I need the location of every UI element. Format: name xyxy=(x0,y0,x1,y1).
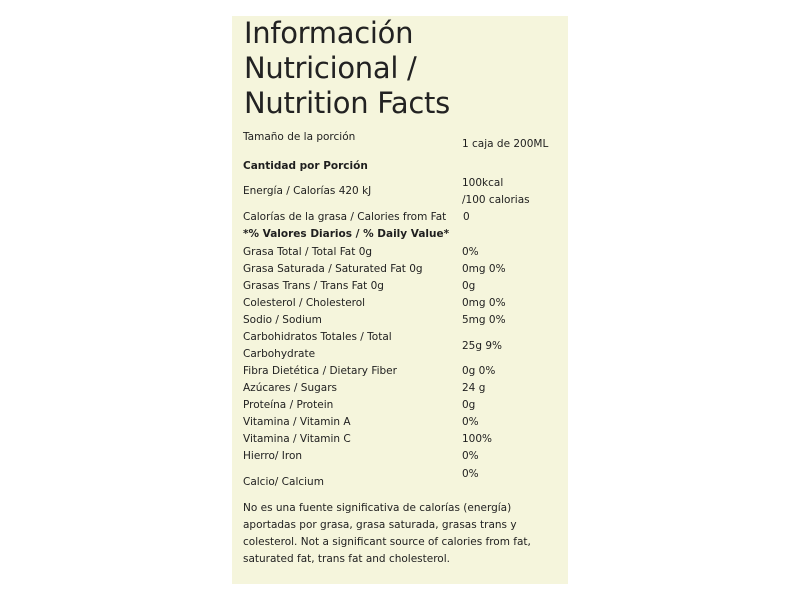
carbohydrate-value: 25g 9% xyxy=(462,340,503,352)
protein-label: Proteína / Protein xyxy=(243,399,334,411)
trans-fat-label: Grasas Trans / Trans Fat 0g xyxy=(243,280,384,292)
footnote-line: colesterol. Not a significant source of … xyxy=(243,536,531,548)
calcium-label: Calcio/ Calcium xyxy=(243,476,324,488)
carbohydrate-label-line1: Carbohidratos Totales / Total xyxy=(243,331,392,343)
serving-size-value: 1 caja de 200ML xyxy=(462,138,549,150)
total-fat-label: Grasa Total / Total Fat 0g xyxy=(243,246,373,258)
calcium-value: 0% xyxy=(462,468,479,480)
footnote-line: No es una fuente significativa de calorí… xyxy=(243,502,512,514)
amount-per-serving-header: Cantidad por Porción xyxy=(243,160,368,172)
nutrition-facts-panel: Información Nutricional / Nutrition Fact… xyxy=(232,16,568,584)
serving-size-label: Tamaño de la porción xyxy=(243,131,356,143)
energy-label: Energía / Calorías 420 kJ xyxy=(243,185,372,197)
carbohydrate-label-line2: Carbohydrate xyxy=(243,348,316,360)
sodium-label: Sodio / Sodium xyxy=(243,314,322,326)
iron-label: Hierro/ Iron xyxy=(243,450,303,462)
energy-value-kcal: 100kcal xyxy=(462,177,504,189)
cholesterol-label: Colesterol / Cholesterol xyxy=(243,297,366,309)
dietary-fiber-value: 0g 0% xyxy=(462,365,496,377)
footnote-line: saturated fat, trans fat and cholesterol… xyxy=(243,553,450,565)
sodium-value: 5mg 0% xyxy=(462,314,506,326)
title-line: Información xyxy=(244,16,414,50)
energy-value-calories: /100 calorias xyxy=(462,194,530,206)
vitamin-c-label: Vitamina / Vitamin C xyxy=(243,433,351,445)
title-line: Nutricional / xyxy=(244,51,417,85)
vitamin-a-value: 0% xyxy=(462,416,479,428)
vitamin-c-value: 100% xyxy=(462,433,493,445)
dietary-fiber-label: Fibra Dietética / Dietary Fiber xyxy=(243,365,397,377)
protein-value: 0g xyxy=(462,399,476,411)
title-line: Nutrition Facts xyxy=(244,86,450,120)
trans-fat-value: 0g xyxy=(462,280,476,292)
total-fat-value: 0% xyxy=(462,246,479,258)
nutrition-title: Información Nutricional / Nutrition Fact… xyxy=(244,16,450,121)
footnote: No es una fuente significativa de calorí… xyxy=(243,500,563,568)
cholesterol-value: 0mg 0% xyxy=(462,297,506,309)
fat-calories-label: Calorías de la grasa / Calories from Fat xyxy=(243,211,447,223)
iron-value: 0% xyxy=(462,450,479,462)
sugars-value: 24 g xyxy=(462,382,486,394)
footnote-line: aportadas por grasa, grasa saturada, gra… xyxy=(243,519,517,531)
saturated-fat-value: 0mg 0% xyxy=(462,263,506,275)
daily-value-header: *% Valores Diarios / % Daily Value* xyxy=(243,228,450,240)
saturated-fat-label: Grasa Saturada / Saturated Fat 0g xyxy=(243,263,423,275)
sugars-label: Azúcares / Sugars xyxy=(243,382,337,394)
vitamin-a-label: Vitamina / Vitamin A xyxy=(243,416,351,428)
fat-calories-value: 0 xyxy=(463,211,470,223)
